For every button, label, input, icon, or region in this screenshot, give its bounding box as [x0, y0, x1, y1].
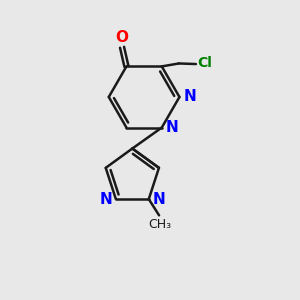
Text: O: O: [116, 30, 128, 45]
Text: Cl: Cl: [198, 56, 213, 70]
Text: CH₃: CH₃: [148, 218, 171, 231]
Text: N: N: [166, 120, 178, 135]
Text: N: N: [152, 192, 165, 207]
Text: N: N: [183, 89, 196, 104]
Text: N: N: [100, 192, 112, 207]
